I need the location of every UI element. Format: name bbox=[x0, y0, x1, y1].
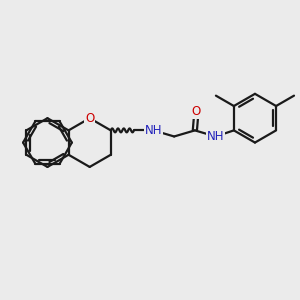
Text: O: O bbox=[85, 112, 94, 125]
Text: NH: NH bbox=[207, 130, 224, 143]
Text: O: O bbox=[192, 105, 201, 118]
Text: NH: NH bbox=[145, 124, 162, 137]
